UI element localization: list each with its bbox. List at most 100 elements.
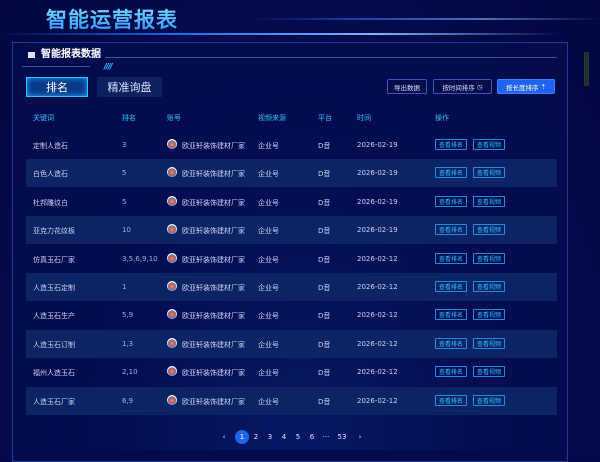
cell-time: 2026-02-12 — [357, 311, 398, 320]
cell-time: 2026-02-12 — [357, 254, 398, 263]
pagination-page[interactable]: 4 — [281, 433, 287, 441]
account-avatar — [167, 139, 177, 149]
cell-source: 企业号 — [258, 170, 279, 179]
pagination-page[interactable]: 53 — [337, 433, 347, 441]
pagination-next[interactable]: › — [358, 433, 362, 441]
column-header-time: 时间 — [357, 114, 371, 122]
cell-rank: 5,9 — [122, 311, 134, 320]
sort-by-length-button[interactable]: 按长度排序 ⇡ — [497, 79, 555, 94]
sort-icon: ⇡ — [540, 82, 547, 91]
view-video-button[interactable]: 查看视频 — [473, 309, 505, 321]
cell-rank: 1,3 — [122, 339, 134, 348]
view-video-button[interactable]: 查看视频 — [473, 281, 505, 292]
table-row: 杜邦雕纹白 5 欧亚轩装饰建材厂家 企业号 D音 2026-02-19 查看排名… — [26, 188, 557, 216]
account-avatar — [167, 337, 177, 348]
view-video-button[interactable]: 查看视频 — [473, 366, 505, 378]
view-rank-button[interactable]: 查看排名 — [435, 281, 467, 292]
cell-platform: D音 — [318, 284, 331, 292]
view-rank-button[interactable]: 查看排名 — [435, 366, 467, 378]
view-video-button[interactable]: 查看视频 — [473, 252, 505, 264]
account-avatar — [167, 195, 177, 206]
view-rank-button[interactable]: 查看排名 — [435, 337, 467, 349]
table-row: 人造玉石厂家 6,9 欧亚轩装饰建材厂家 企业号 D音 2026-02-12 查… — [26, 386, 557, 415]
cell-source: 企业号 — [258, 284, 279, 292]
view-rank-button[interactable]: 查看排名 — [435, 309, 467, 321]
view-rank-button[interactable]: 查看排名 — [435, 167, 467, 179]
sort-by-time-button[interactable]: 按时间排序 ◷ — [433, 79, 492, 94]
cell-time: 2026-02-19 — [357, 197, 398, 206]
cell-source: 企业号 — [258, 142, 279, 150]
view-video-button[interactable]: 查看视频 — [473, 337, 505, 349]
view-video-button[interactable]: 查看视频 — [473, 167, 505, 179]
account-avatar — [167, 366, 177, 377]
cell-account: 欧亚轩装饰建材厂家 — [182, 312, 245, 321]
account-avatar — [167, 394, 177, 405]
cell-account: 欧亚轩装饰建材厂家 — [182, 255, 245, 264]
cell-platform: D音 — [318, 170, 331, 179]
cell-keyword: 仿真玉石厂家 — [33, 255, 75, 264]
cell-keyword: 福州人造玉石 — [33, 369, 75, 378]
divider — [22, 66, 90, 67]
cell-platform: D音 — [318, 198, 331, 207]
export-button[interactable]: 导出数据 — [387, 79, 427, 94]
cell-account: 欧亚轩装饰建材厂家 — [182, 227, 245, 236]
cell-time: 2026-02-12 — [357, 283, 398, 291]
view-rank-button[interactable]: 查看排名 — [435, 195, 467, 207]
cell-keyword: 人造玉石厂家 — [33, 397, 75, 406]
cell-platform: D音 — [318, 369, 331, 378]
page-title: 智能运营报表 — [46, 4, 178, 34]
cell-keyword: 人造玉石定制 — [33, 284, 75, 292]
cell-account: 欧亚轩装饰建材厂家 — [182, 170, 245, 179]
column-header-source: 视频来源 — [258, 114, 286, 122]
view-video-button[interactable]: 查看视频 — [473, 139, 505, 150]
chart-icon — [28, 52, 35, 58]
view-rank-button[interactable]: 查看排名 — [435, 394, 467, 406]
view-rank-button[interactable]: 查看排名 — [435, 224, 467, 236]
pagination-ellipsis: ··· — [322, 433, 330, 441]
header-glow-line — [250, 18, 600, 20]
pagination-prev[interactable]: ‹ — [222, 433, 226, 441]
cell-keyword: 人造玉石生产 — [33, 312, 75, 321]
pagination-page[interactable]: 6 — [309, 433, 315, 441]
tab-precise-inquiry[interactable]: 精准询盘 — [97, 77, 162, 97]
view-rank-button[interactable]: 查看排名 — [435, 139, 467, 150]
table-row: 人造玉石订制 1,3 欧亚轩装饰建材厂家 企业号 D音 2026-02-12 查… — [26, 329, 557, 358]
cell-rank: 6,9 — [122, 396, 134, 405]
cell-rank: 3,5,6,9,10 — [122, 254, 158, 263]
sort-by-length-label: 按长度排序 — [505, 83, 539, 92]
cell-rank: 2,10 — [122, 368, 138, 377]
pagination-page[interactable]: 3 — [267, 433, 273, 441]
view-video-button[interactable]: 查看视频 — [473, 394, 505, 406]
cell-keyword: 白色人造石 — [33, 170, 68, 179]
clock-icon: ◷ — [476, 82, 483, 91]
cell-platform: D音 — [318, 397, 331, 406]
tab-rank[interactable]: 排名 — [26, 77, 88, 97]
pagination-page[interactable]: 1 — [235, 430, 249, 444]
cell-source: 企业号 — [258, 369, 279, 378]
cell-platform: D音 — [318, 142, 331, 150]
cell-source: 企业号 — [258, 397, 279, 406]
cell-rank: 5 — [122, 197, 127, 206]
view-video-button[interactable]: 查看视频 — [473, 224, 505, 236]
pagination-page[interactable]: 2 — [253, 433, 259, 441]
cell-time: 2026-02-12 — [357, 339, 398, 348]
cell-account: 欧亚轩装饰建材厂家 — [182, 284, 245, 292]
cell-rank: 5 — [122, 169, 127, 178]
decor-slashes: //// — [104, 62, 113, 71]
scrollbar[interactable] — [584, 52, 589, 86]
cell-source: 企业号 — [258, 198, 279, 207]
view-rank-button[interactable]: 查看排名 — [435, 252, 467, 264]
header-divider — [0, 33, 560, 35]
cell-time: 2026-02-12 — [357, 368, 398, 377]
pagination-page[interactable]: 5 — [295, 433, 301, 441]
sort-by-time-label: 按时间排序 — [442, 83, 475, 92]
cell-account: 欧亚轩装饰建材厂家 — [182, 397, 245, 406]
view-video-button[interactable]: 查看视频 — [473, 195, 505, 207]
cell-account: 欧亚轩装饰建材厂家 — [182, 198, 245, 207]
cell-account: 欧亚轩装饰建材厂家 — [182, 340, 245, 349]
cell-platform: D音 — [318, 255, 331, 264]
table-row: 亚克力花纹板 10 欧亚轩装饰建材厂家 企业号 D音 2026-02-19 查看… — [26, 216, 557, 245]
table-row: 福州人造玉石 2,10 欧亚轩装饰建材厂家 企业号 D音 2026-02-12 … — [26, 358, 557, 386]
panel-title: 智能报表数据 — [28, 49, 101, 61]
cell-keyword: 定制人造石 — [33, 142, 68, 150]
